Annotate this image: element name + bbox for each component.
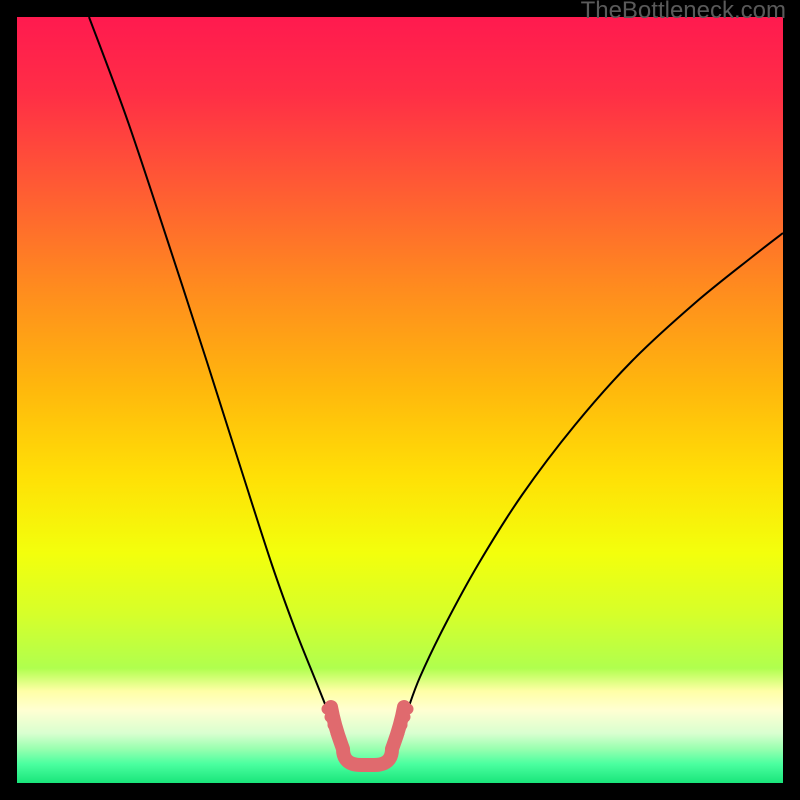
plot-area	[17, 17, 783, 783]
chart-stage: TheBottleneck.com	[0, 0, 800, 800]
basin-dot	[388, 742, 399, 753]
watermark-text: TheBottleneck.com	[581, 0, 786, 25]
plot-svg	[17, 17, 783, 783]
basin-dot	[337, 742, 348, 753]
